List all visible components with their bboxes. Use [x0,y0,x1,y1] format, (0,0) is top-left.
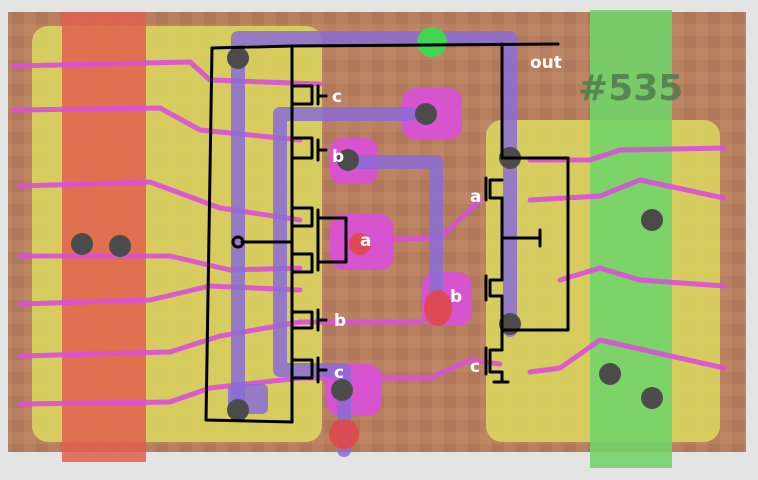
contacts [329,27,452,449]
label-left-c-bottom: c [334,363,344,383]
label-right-b: b [450,287,462,307]
label-right-a: a [470,187,481,207]
metal-traces-right [527,145,727,375]
label-left-a: a [360,231,371,251]
contact-red-a [349,233,371,255]
schematic-left [204,42,560,424]
label-left-c-top: c [332,87,342,107]
label-left-b-top: b [332,147,344,167]
contact-red-b [424,290,452,326]
label-left-b-bottom: b [334,311,346,331]
part-number-label: #535 [578,68,683,109]
schematic-right [484,42,570,384]
label-out: out [530,53,562,73]
contact-green [417,27,447,57]
vias [71,47,663,421]
label-right-c: c [470,357,480,377]
contact-red-bottom [329,419,359,449]
